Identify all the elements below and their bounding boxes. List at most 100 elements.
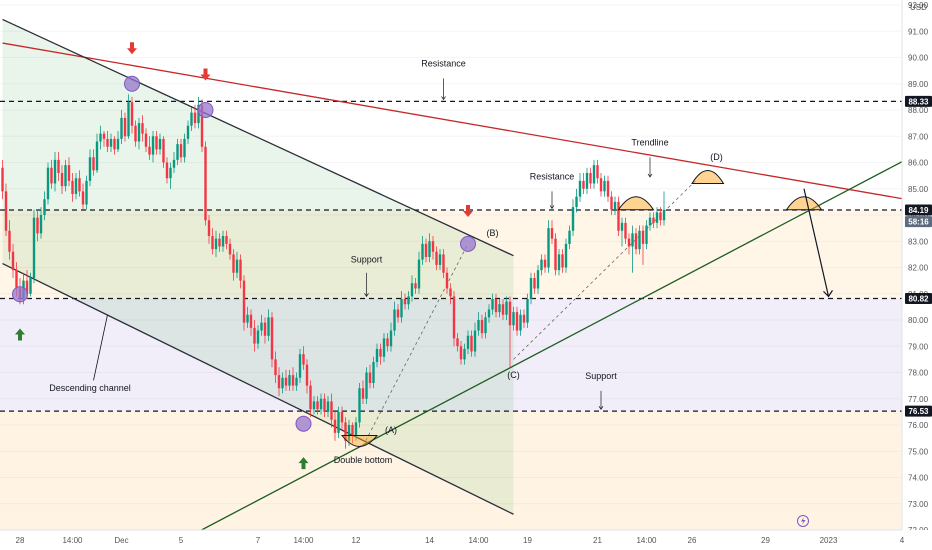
annotation-label: Resistance <box>421 59 466 69</box>
candle-body <box>379 348 382 357</box>
time-tick-label: 7 <box>256 536 261 545</box>
lightning-icon <box>797 515 809 527</box>
candle-body <box>585 173 589 189</box>
candle-body <box>249 314 253 328</box>
Trendline-line <box>2 42 906 200</box>
candle-body <box>498 304 501 313</box>
candle-body <box>620 222 624 231</box>
price-tick-label: 85.00 <box>908 185 929 194</box>
candle-body <box>190 112 193 126</box>
candle-body <box>487 309 491 318</box>
candle-body <box>473 330 477 352</box>
candle-body <box>393 309 396 331</box>
candle-body <box>375 348 379 362</box>
price-tick-label: 83.00 <box>908 237 929 246</box>
price-tag-label: 88.33 <box>908 97 929 106</box>
sell-arrow-icon <box>463 205 473 217</box>
annotation-labels: Resistance Trendline Resistance Support Supp… <box>49 59 723 465</box>
candle-body <box>88 157 92 181</box>
candle-body <box>200 104 204 147</box>
candle-body <box>50 167 53 184</box>
candle-body <box>228 243 232 255</box>
candle-body <box>491 299 494 310</box>
candle-body <box>81 191 85 205</box>
candle-body <box>162 138 165 163</box>
lightning-icon-glyph <box>801 517 806 525</box>
time-tick-label: 14:00 <box>62 536 83 545</box>
candle-body <box>512 312 515 326</box>
price-tick-label: 88.00 <box>908 106 929 115</box>
candle-body <box>316 401 319 410</box>
candle-body <box>165 162 169 179</box>
currency-label: USD <box>910 3 927 12</box>
time-axis[interactable]: 28 14:00 Dec 5 7 14:00 12 14 14:00 19 21 14:00 26 29 2… <box>0 515 932 550</box>
head-cap <box>691 170 725 184</box>
candle-body <box>256 330 260 344</box>
candle-body <box>519 314 522 331</box>
candle-body <box>270 317 274 360</box>
candle-body <box>533 278 536 289</box>
candle-body <box>631 233 634 247</box>
candle-body <box>274 359 277 376</box>
candle-body <box>536 270 540 289</box>
projection-arrow-head <box>823 290 833 298</box>
annotation-label: (B) <box>487 228 499 238</box>
candle-body <box>39 215 43 234</box>
candle-body <box>123 117 127 137</box>
price-tag-label: 76.53 <box>908 407 929 416</box>
time-tick-label: 19 <box>523 536 532 545</box>
candle-body <box>627 238 631 247</box>
candle-body <box>120 117 123 139</box>
time-tick-label: 5 <box>179 536 184 545</box>
time-tick-label: 2023 <box>820 536 838 545</box>
candlestick-series <box>1 94 666 449</box>
candle-body <box>172 159 176 168</box>
candle-body <box>624 222 627 239</box>
candle-body <box>267 317 270 336</box>
candle-body <box>319 398 323 410</box>
touch-circle <box>295 415 312 432</box>
candle-body <box>634 233 638 250</box>
candle-body <box>158 138 162 150</box>
time-tick-label: 14:00 <box>293 536 314 545</box>
candle-body <box>71 180 74 194</box>
candle-body <box>288 375 291 386</box>
double-bottom-cup <box>340 435 379 447</box>
candle-body <box>32 217 36 278</box>
candle-body <box>449 288 452 297</box>
candle-body <box>659 212 662 221</box>
candle-body <box>242 280 246 323</box>
sell-arrow-icon <box>200 68 211 81</box>
candle-body <box>543 259 547 268</box>
candle-body <box>515 312 519 331</box>
time-tick-label: 29 <box>761 536 770 545</box>
candle-body <box>613 201 617 210</box>
channel-lower-line <box>2 262 514 515</box>
price-tick-label: 82.00 <box>908 264 929 273</box>
candle-body <box>428 241 431 257</box>
candle-body <box>102 133 106 139</box>
candle-body <box>417 259 421 289</box>
candle-body <box>575 196 578 208</box>
candle-body <box>127 102 130 137</box>
candle-body <box>540 259 543 271</box>
price-tick-label: 86.00 <box>908 159 929 168</box>
candle-body <box>179 144 183 158</box>
candle-body <box>564 243 568 268</box>
price-tag-label: 80.82 <box>908 294 929 303</box>
candle-body <box>662 209 666 221</box>
candle-body <box>186 125 190 139</box>
candle-body <box>410 283 414 297</box>
candle-body <box>176 144 179 160</box>
candle-body <box>15 270 18 289</box>
time-tick-label: 4 <box>900 536 905 545</box>
candle-body <box>99 133 102 142</box>
candle-body <box>606 180 610 197</box>
price-tag <box>905 95 932 107</box>
candle-body <box>361 388 365 399</box>
candle-body <box>400 299 403 318</box>
candle-body <box>368 372 372 383</box>
candle-body <box>617 201 620 231</box>
